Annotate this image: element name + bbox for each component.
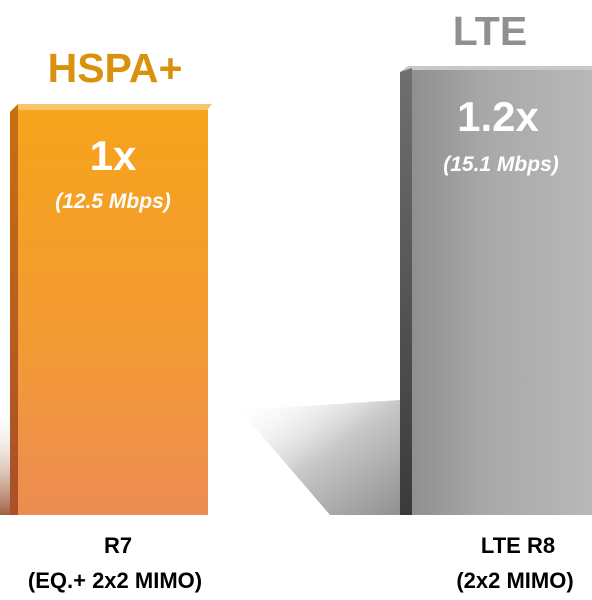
release: R7 [104,533,132,558]
multiplier: 1.2x [457,93,539,140]
technology-label: LTE [453,8,527,54]
release: LTE R8 [481,533,555,558]
rate: (15.1 Mbps) [443,153,559,176]
config: (EQ.+ 2x2 MIMO) [28,568,202,593]
multiplier: 1x [90,132,137,179]
bar-side [10,104,18,515]
technology-label: HSPA+ [48,45,183,91]
rate: (12.5 Mbps) [55,190,171,213]
bar-side [400,68,412,515]
bar [18,110,208,515]
config: (2x2 MIMO) [456,568,573,593]
bar-shadow [0,405,12,515]
bar [412,70,592,515]
bar-shadow [240,400,400,515]
